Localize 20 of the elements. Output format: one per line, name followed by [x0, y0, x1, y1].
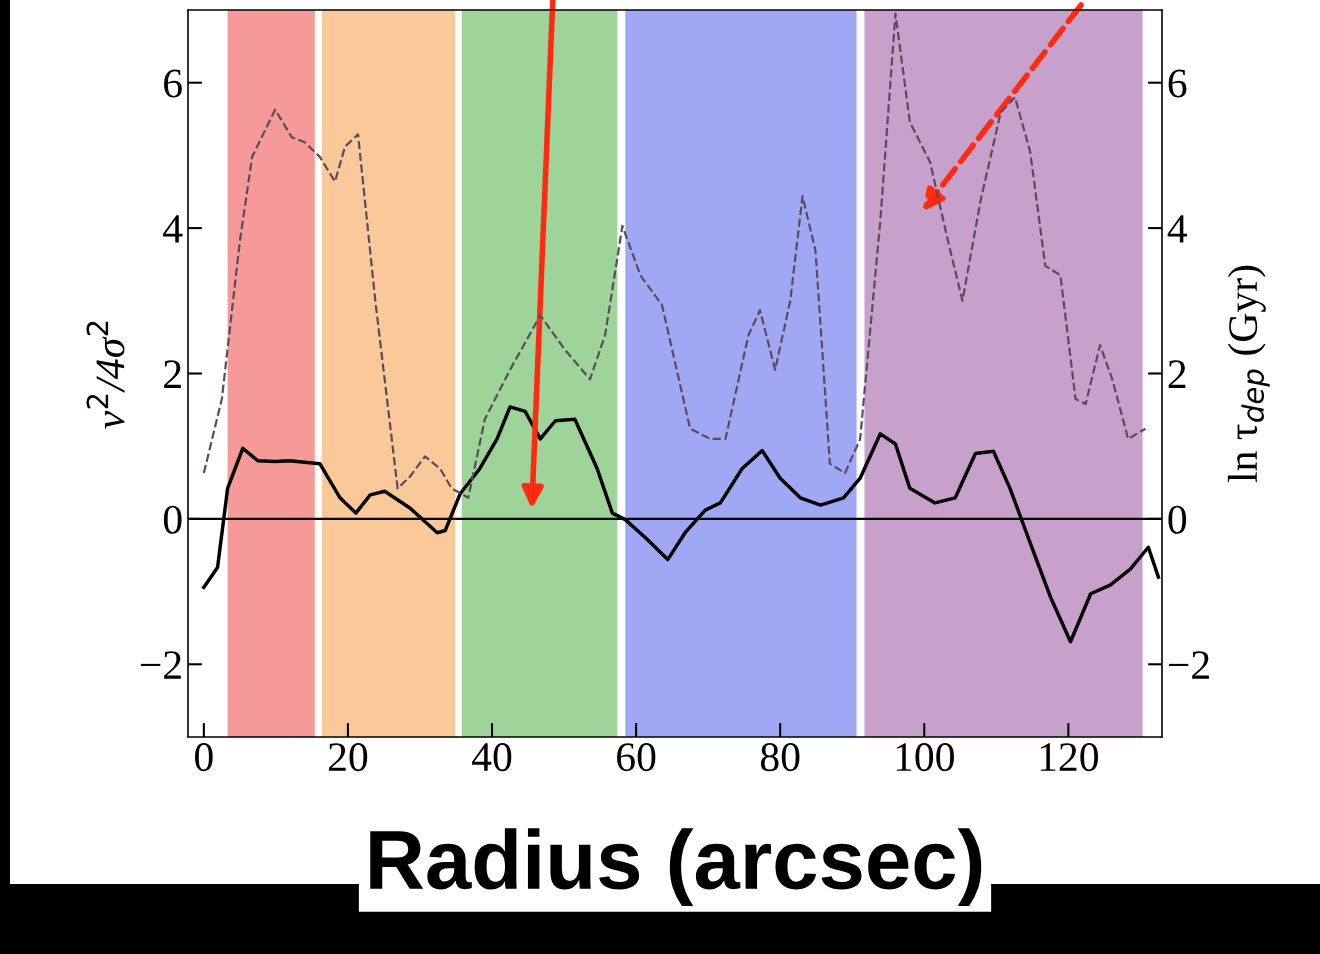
- y2-tick-label: 6: [1168, 69, 1187, 98]
- x-tick-label: 60: [617, 743, 656, 772]
- y2-tick-label: 4: [1167, 215, 1188, 243]
- x-tick-label: 20: [328, 743, 368, 772]
- x-tick-label: 0: [195, 743, 213, 772]
- y-tick-label: 4: [163, 215, 183, 243]
- x-axis-title: Radius (arcsec): [370, 828, 982, 906]
- y2-tick-label: −2: [1168, 651, 1209, 679]
- y2-tick-label: 2: [1168, 360, 1186, 388]
- x-tick-label: 40: [472, 743, 512, 772]
- y-tick-label: −2: [140, 651, 181, 679]
- y-axis-title: v$^{2}$/4σ$^{2}$: [86, 321, 125, 429]
- x-tick-label: 100: [896, 743, 954, 772]
- x-tick-label: 120: [1040, 743, 1099, 772]
- y-tick-label: 2: [164, 360, 181, 388]
- y-tick-label: 0: [163, 505, 182, 534]
- y-tick-label: 6: [164, 69, 182, 98]
- y2-tick-label: 0: [1168, 505, 1187, 534]
- x-tick-label: 80: [760, 743, 800, 772]
- y2-axis-title: ln τ$_{dep}$ (Gyr): [1227, 265, 1270, 483]
